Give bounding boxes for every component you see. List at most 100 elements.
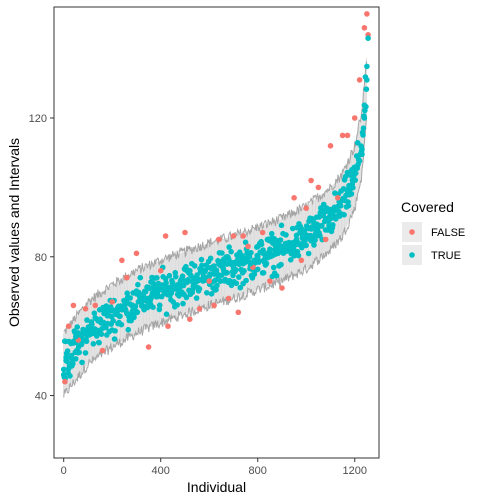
point-covered [354,163,361,170]
y-tick-label: 40 [35,391,47,403]
point-covered [191,263,198,269]
point-covered [154,275,160,281]
point-covered [243,277,249,284]
point-covered [83,338,90,345]
point-covered [80,326,86,333]
point-covered [260,247,266,253]
point-not-covered [364,11,370,17]
point-not-covered [361,25,368,31]
point-covered [278,261,284,268]
x-axis-title: Individual [187,479,246,495]
point-not-covered [303,205,310,211]
point-covered [228,248,234,255]
point-not-covered [235,309,242,316]
x-axis: 0 400 800 1200 [61,458,367,477]
point-covered [163,280,169,286]
point-covered [208,291,215,297]
point-covered [241,268,247,274]
point-not-covered [162,233,169,239]
point-not-covered [70,302,77,309]
x-tick-label: 1200 [343,465,367,477]
legend-title: Covered [401,199,454,215]
point-covered [211,271,217,277]
point-covered [174,302,180,308]
point-covered [125,326,131,333]
point-covered [247,260,254,267]
point-covered [360,125,367,131]
point-not-covered [124,274,130,281]
point-not-covered [133,250,140,257]
point-covered [236,274,242,280]
point-covered [79,359,85,366]
point-covered [349,181,356,187]
point-not-covered [109,299,115,305]
point-covered [199,262,205,269]
point-covered [213,286,219,293]
panel-border [53,6,380,459]
point-not-covered [225,295,232,302]
point-not-covered [206,278,212,284]
point-covered [233,280,240,287]
point-not-covered [335,195,341,201]
point-covered [207,255,214,262]
point-covered [108,313,115,320]
point-covered [212,277,219,284]
point-covered [60,371,67,378]
point-covered [191,278,198,284]
point-covered [308,226,314,232]
point-covered [356,158,363,164]
point-covered [218,272,225,279]
point-covered [127,295,133,301]
point-covered [140,293,147,300]
point-covered [67,373,73,379]
point-covered [73,356,79,362]
point-covered [172,285,179,291]
point-covered [295,252,302,259]
x-tick-label: 400 [152,465,170,477]
point-not-covered [240,233,246,239]
point-covered [283,232,289,238]
point-not-covered [298,257,305,264]
point-covered [226,244,232,250]
y-tick-label: 80 [35,252,47,264]
point-not-covered [145,344,152,350]
point-covered [278,222,285,229]
point-not-covered [308,177,314,184]
point-not-covered [196,306,203,312]
point-not-covered [182,229,188,236]
point-covered [60,366,67,373]
point-covered [90,341,97,347]
point-not-covered [62,378,68,385]
point-covered [201,274,208,281]
point-not-covered [279,285,285,291]
point-covered [269,230,275,237]
point-covered [156,306,163,313]
point-covered [110,318,116,324]
y-tick-label: 120 [29,113,47,125]
point-covered [240,260,246,267]
point-covered [193,295,200,301]
point-covered [187,267,193,274]
point-covered [364,77,370,83]
point-not-covered [322,236,329,243]
point-not-covered [267,278,273,284]
point-covered [134,309,141,316]
point-covered [198,256,205,263]
point-covered [167,285,174,291]
point-covered [260,270,267,276]
point-covered [137,274,144,281]
point-covered [363,86,370,92]
point-covered [211,263,217,269]
point-covered [82,350,89,356]
point-not-covered [327,143,334,149]
data-points [60,11,371,385]
point-covered [74,324,81,330]
point-covered [254,253,261,260]
point-covered [196,286,203,292]
point-not-covered [99,347,106,354]
point-covered [312,237,318,243]
point-not-covered [351,115,358,121]
point-covered [135,281,141,288]
legend-label: FALSE [431,227,465,239]
point-not-covered [230,233,237,239]
